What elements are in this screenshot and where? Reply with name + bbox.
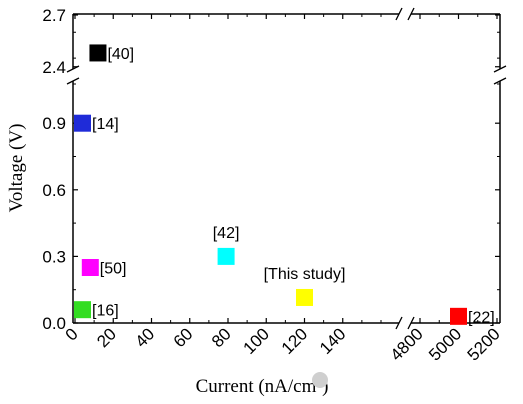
y-axis-title: Voltage (V): [6, 124, 27, 213]
x-tick-label: 100: [240, 324, 273, 357]
x-break-top-b: [407, 7, 415, 21]
data-point-label: [14]: [92, 116, 119, 133]
x-tick-label: 5200: [464, 324, 504, 364]
x-tick-label: 140: [316, 324, 349, 357]
data-point-label: [42]: [213, 225, 240, 242]
watermark-text: 公众号 · 材料分析与应用: [332, 373, 474, 389]
y-break-left-b: [66, 77, 80, 85]
y-tick-label: 0.6: [42, 181, 66, 200]
y-tick-label: 0.0: [42, 314, 66, 333]
data-point: [74, 301, 91, 319]
data-point: [89, 44, 107, 62]
watermark-icon: [312, 372, 328, 388]
y-break-right-a: [493, 65, 507, 73]
x-tick-label: 40: [132, 324, 159, 351]
y-tick-label: 2.7: [42, 6, 66, 25]
y-tick-label: 0.9: [42, 114, 66, 133]
x-tick-label: 20: [93, 324, 120, 351]
y-tick-label: 2.4: [42, 58, 66, 77]
x-axis-title: Current (nA/cm²): [196, 376, 329, 397]
data-point: [81, 259, 99, 276]
x-break-top-a: [395, 7, 403, 21]
x-tick-label: 60: [170, 324, 197, 351]
y-break-right-b: [493, 77, 507, 85]
data-points: [40] [14] [50] [16] [42] [This study] [22]: [74, 44, 495, 326]
axes: [66, 7, 507, 330]
x-tick-label: 80: [208, 324, 235, 351]
y-tick-label: 0.3: [42, 247, 66, 266]
data-point-label: [16]: [92, 303, 119, 320]
data-point-label: [This study]: [264, 266, 346, 283]
data-point-label: [22]: [468, 309, 495, 326]
data-point-label: [50]: [100, 261, 127, 278]
data-point-label: [40]: [107, 46, 134, 63]
data-point: [217, 247, 235, 265]
data-point: [74, 114, 91, 132]
data-point: [450, 307, 467, 325]
x-break-bottom-b: [407, 316, 415, 330]
data-point: [296, 288, 313, 306]
x-break-bottom-a: [395, 316, 403, 330]
watermark: 公众号 · 材料分析与应用: [312, 372, 474, 389]
x-tick-label: 4800: [387, 324, 427, 364]
x-tick-label: 5000: [425, 324, 465, 364]
x-tick-label: 120: [278, 324, 311, 357]
